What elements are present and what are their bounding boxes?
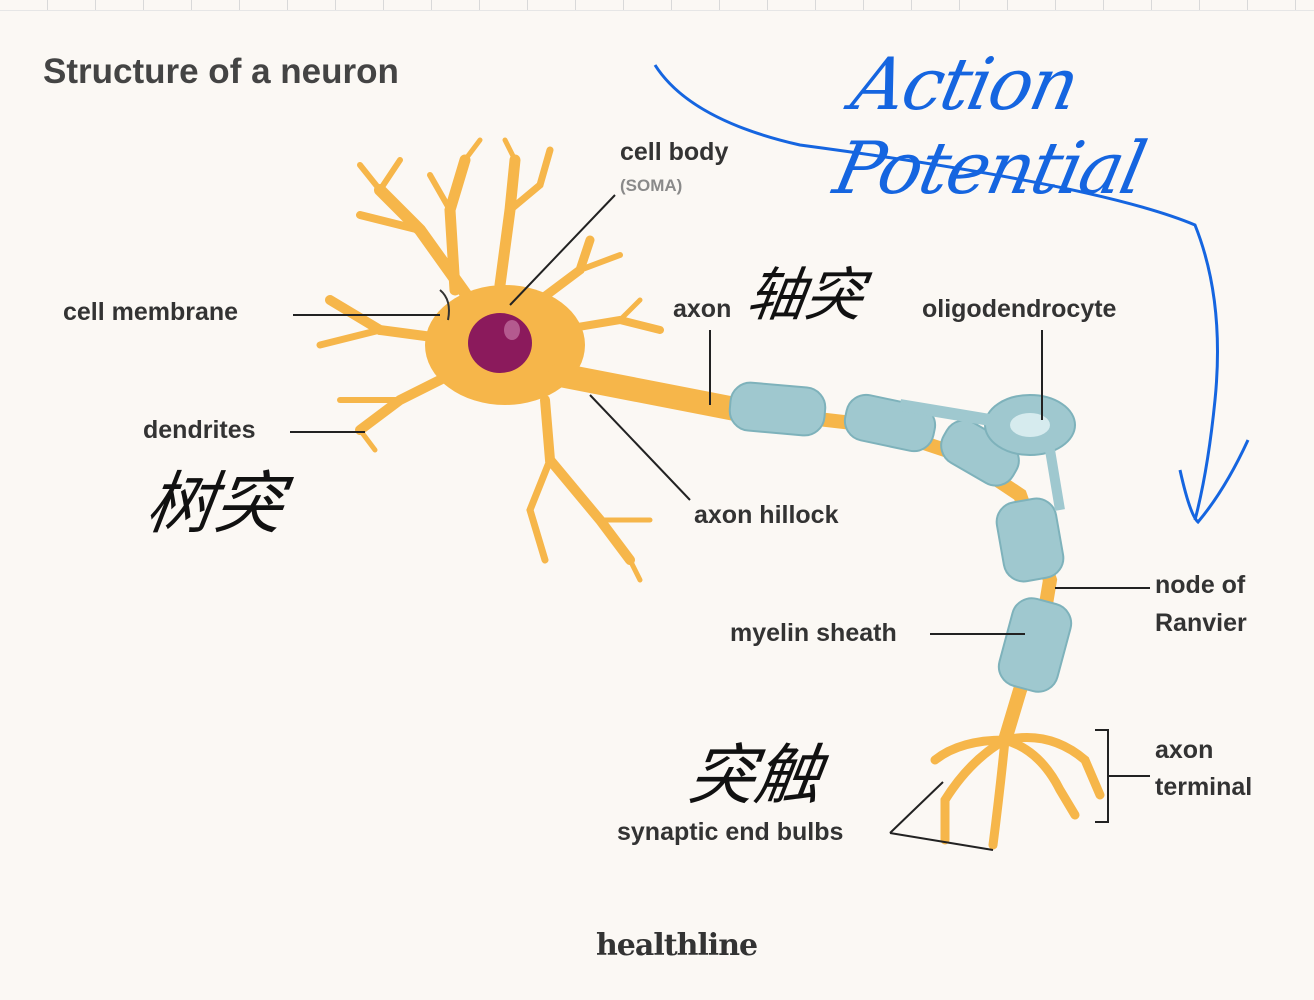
label-axon-hillock: axon hillock xyxy=(694,501,839,529)
myelin-sheath-shape xyxy=(728,381,1073,693)
annotation-axon-cn: 轴突 xyxy=(742,261,869,329)
axon-terminal-shape xyxy=(930,733,1105,850)
label-axon: axon xyxy=(673,295,732,323)
label-myelin-sheath: myelin sheath xyxy=(730,619,897,647)
label-ranvier: Ranvier xyxy=(1155,609,1247,637)
oligodendrocyte-shape xyxy=(899,394,1076,511)
cell-membrane-arc xyxy=(439,289,450,321)
label-oligodendrocyte: oligodendrocyte xyxy=(922,295,1117,323)
label-dendrites: dendrites xyxy=(143,416,256,444)
annotation-action-potential: Action Potential xyxy=(827,42,1152,210)
label-synaptic-end-bulbs: synaptic end bulbs xyxy=(617,818,844,846)
label-axon-terminal-1: axon xyxy=(1155,736,1214,764)
annotation-dendrites-cn: 树突 xyxy=(141,465,289,544)
arrow-head-icon xyxy=(1178,439,1250,525)
nucleus-shape xyxy=(468,313,532,373)
axon-shape xyxy=(548,363,752,422)
ruler-bar xyxy=(0,0,1314,11)
dendrites-shape xyxy=(316,137,664,583)
leader-lines xyxy=(290,194,1150,851)
label-cell-membrane: cell membrane xyxy=(63,298,239,326)
label-axon-terminal-2: terminal xyxy=(1155,773,1253,801)
brand-logo: healthline xyxy=(596,928,758,963)
annotation-synapse-cn: 突触 xyxy=(683,737,827,814)
label-soma: (SOMA) xyxy=(620,176,683,195)
action-potential-arrow xyxy=(653,64,1219,521)
label-node-of: node of xyxy=(1155,571,1246,599)
label-cell-body: cell body xyxy=(620,138,729,166)
diagram-title: Structure of a neuron xyxy=(43,52,399,91)
